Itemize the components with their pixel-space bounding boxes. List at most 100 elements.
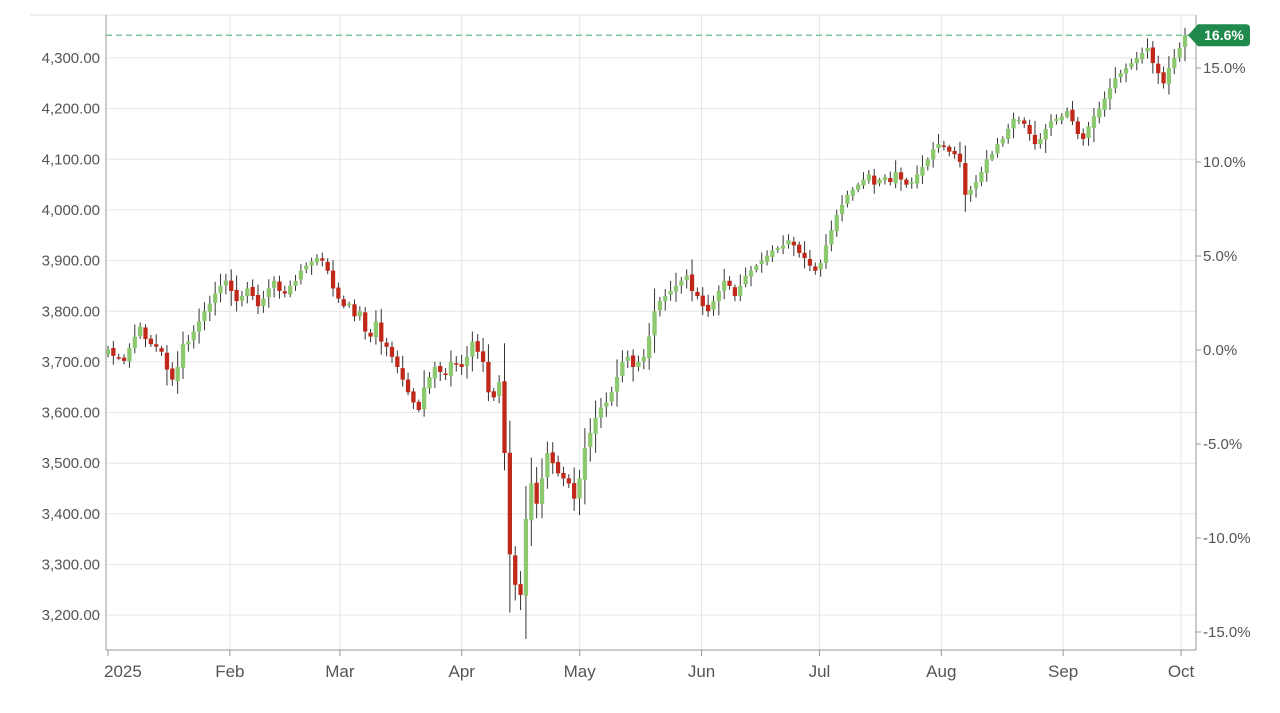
candle [893, 160, 898, 189]
candle-body [856, 184, 861, 190]
candle-body [421, 387, 427, 410]
candle-body [695, 291, 700, 297]
candle [802, 241, 807, 269]
candle [523, 486, 529, 639]
candle-body [641, 356, 646, 362]
candle-body [577, 478, 582, 499]
candle [695, 287, 700, 300]
candle [625, 350, 630, 369]
current-change-badge: 16.6% [1188, 24, 1250, 47]
candle [1043, 124, 1048, 153]
candle [1139, 47, 1145, 64]
candle-body [196, 321, 202, 332]
candle [989, 151, 995, 162]
candle-body [507, 452, 513, 555]
candle-body [1177, 47, 1182, 58]
candle [561, 466, 566, 487]
candle-body [904, 179, 909, 185]
candle-body [207, 303, 212, 312]
price-tick-label: 3,600.00 [42, 405, 100, 422]
candle [132, 324, 137, 354]
candle-body [470, 341, 475, 357]
candle-body [1166, 68, 1172, 85]
candle [700, 287, 705, 315]
candle-body [411, 391, 416, 403]
candle [325, 258, 330, 275]
candle [159, 345, 164, 357]
candle [968, 185, 973, 202]
candle-body [609, 392, 614, 402]
candle-body [1043, 128, 1048, 140]
candle-body [566, 478, 571, 484]
candle [925, 157, 930, 171]
candle [1129, 58, 1134, 70]
price-tick-label: 3,500.00 [42, 455, 100, 472]
candle [389, 341, 395, 364]
candle-body [325, 261, 330, 271]
candle [405, 372, 411, 396]
candle-body [186, 341, 191, 345]
candle-body [979, 171, 984, 183]
candle [705, 294, 711, 317]
candle [861, 172, 866, 189]
candle [845, 190, 850, 208]
candle [957, 141, 963, 168]
candle-body [443, 373, 448, 375]
candle-body [352, 304, 357, 317]
candle [379, 308, 384, 355]
candle-body [480, 351, 486, 362]
candle-body [727, 280, 732, 286]
candle-body [432, 366, 437, 379]
candle-body [164, 352, 170, 370]
candle-body [1134, 58, 1139, 64]
candle-body [636, 361, 641, 367]
date-tick-label: Feb [215, 662, 244, 681]
candle [641, 349, 646, 370]
candle-body [807, 259, 813, 266]
candle-body [882, 177, 888, 181]
candle-body [834, 215, 839, 232]
candle [1032, 120, 1038, 150]
grid-lines [30, 14, 1196, 650]
candle-body [973, 182, 979, 189]
candle [293, 274, 298, 291]
candle-body [684, 275, 689, 281]
candle [588, 418, 593, 462]
candle-body [1054, 118, 1059, 121]
candle [341, 295, 346, 309]
candle-body [861, 179, 866, 186]
candle-body [545, 453, 550, 478]
candle-body [1097, 108, 1102, 118]
candle-body [357, 311, 362, 317]
candle-body [250, 286, 255, 297]
candle [1054, 114, 1059, 125]
candle [1081, 128, 1086, 146]
candle-body [202, 311, 207, 321]
candle-body [282, 291, 287, 294]
candle-body [105, 349, 111, 355]
candle [400, 355, 405, 387]
candle-body [1182, 35, 1188, 47]
candle-body [936, 144, 941, 148]
candle-body [539, 478, 545, 504]
price-tick-label: 4,200.00 [42, 101, 100, 118]
candle [202, 302, 207, 331]
candle-body [925, 159, 930, 167]
candle-body [770, 250, 775, 258]
candle [555, 455, 561, 477]
candle-body [1000, 139, 1005, 144]
candle-body [1027, 124, 1032, 134]
candle [689, 259, 695, 302]
candle-body [995, 144, 1000, 154]
badge-label: 16.6% [1204, 27, 1244, 43]
candle [448, 350, 454, 387]
candle [807, 249, 813, 272]
candle [497, 375, 502, 404]
candle [207, 295, 212, 322]
candle-body [893, 171, 898, 184]
percent-tick-label: 0.0% [1203, 342, 1237, 359]
candle [770, 245, 775, 262]
candle-body [346, 303, 352, 306]
candle-body [304, 265, 309, 270]
date-tick-label: Jun [688, 662, 715, 681]
